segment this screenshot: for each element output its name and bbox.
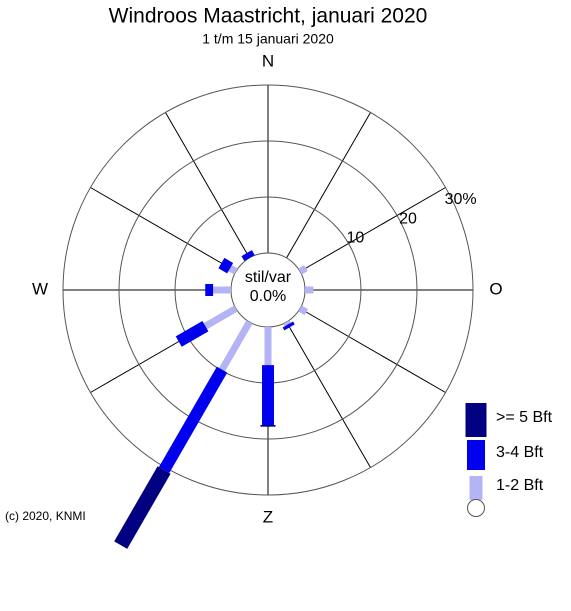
legend-swatch — [469, 476, 483, 500]
legend-swatch — [467, 440, 485, 470]
compass-label: W — [32, 279, 48, 298]
wind-bar — [241, 250, 255, 261]
legend-swatch — [465, 403, 487, 437]
wind-bar — [282, 321, 295, 331]
legend-label: >= 5 Bft — [496, 409, 553, 426]
r-tick-label: 30% — [445, 191, 477, 208]
spoke — [165, 112, 250, 259]
wind-bar — [158, 366, 228, 473]
wind-bar — [219, 320, 253, 372]
wind-bar — [228, 265, 238, 275]
wind-bar — [114, 466, 171, 549]
spoke — [286, 112, 371, 259]
chart-subtitle: 1 t/m 15 januari 2020 — [202, 31, 334, 47]
compass-label: O — [489, 279, 502, 298]
wind-bar — [283, 320, 291, 327]
legend-label: 1-2 Bft — [496, 477, 544, 494]
calm-label: stil/var — [245, 269, 292, 286]
compass-label: Z — [263, 507, 273, 526]
r-tick-label: 20 — [399, 210, 417, 227]
wind-bar — [218, 257, 234, 274]
spoke — [299, 308, 446, 393]
legend-calm — [467, 499, 485, 517]
calm-value: 0.0% — [250, 288, 286, 305]
r-tick-label: 10 — [346, 229, 364, 246]
credit: (c) 2020, KNMI — [5, 509, 86, 523]
wind-bar — [298, 265, 308, 275]
spoke — [299, 187, 446, 272]
compass-label: N — [262, 51, 274, 70]
wind-bar — [175, 320, 209, 347]
spoke — [286, 321, 371, 468]
wind-bar — [203, 305, 238, 330]
chart-title: Windroos Maastricht, januari 2020 — [109, 5, 428, 28]
ring — [118, 140, 418, 440]
ring — [62, 84, 474, 496]
legend-label: 3-4 Bft — [496, 444, 544, 461]
spoke — [90, 187, 237, 272]
wind-bar — [298, 305, 309, 316]
